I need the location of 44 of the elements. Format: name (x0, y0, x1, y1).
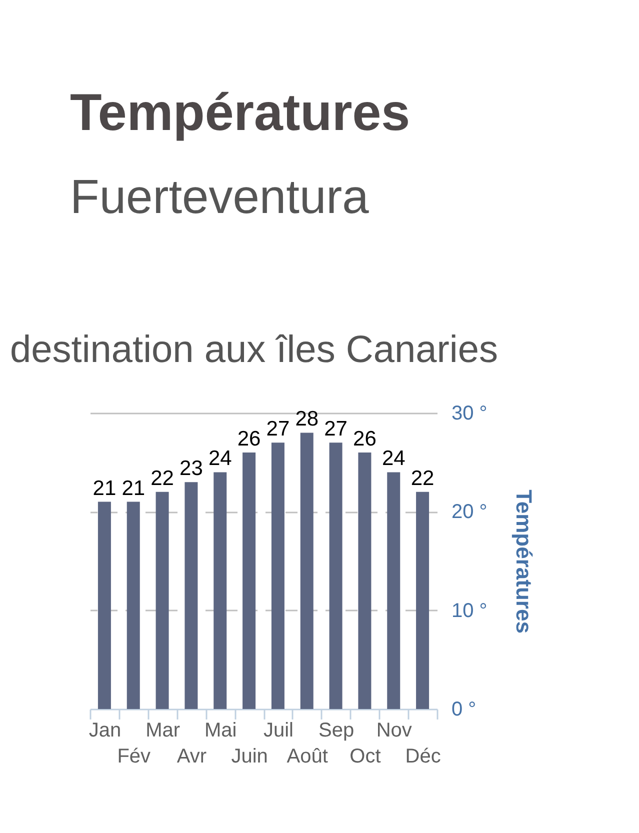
chart-subtitle: Fuerteventura (70, 171, 370, 224)
data-label: 21 (122, 476, 146, 500)
bar (271, 442, 284, 709)
data-label: 26 (237, 427, 261, 450)
y-tick-label: 10 ° (452, 600, 488, 622)
y-axis-title: Températures (511, 490, 536, 634)
data-label: 24 (382, 447, 406, 470)
x-tick-label: Jan (88, 720, 122, 742)
x-tick-label: Août (286, 746, 328, 768)
x-tick-label: Juin (231, 746, 268, 768)
bar (300, 432, 314, 709)
y-tick-label: 20 ° (452, 501, 488, 524)
bar (126, 502, 140, 709)
x-tick-label: Fév (117, 746, 151, 768)
y-tick-label: 0 ° (452, 698, 476, 720)
bar (387, 472, 400, 709)
y-tick-label: 30 ° (452, 402, 488, 424)
x-tick-label: Mai (204, 720, 237, 742)
data-label: 27 (266, 418, 290, 441)
bar (156, 492, 169, 709)
data-label: 27 (324, 418, 348, 441)
chart-title: Températures (70, 84, 410, 142)
x-tick-label: Déc (405, 746, 441, 768)
x-tick-label: Avr (176, 746, 207, 768)
x-tick-label: Juil (263, 720, 294, 742)
data-label: 22 (410, 466, 434, 490)
data-label: 28 (295, 408, 319, 431)
bar (416, 492, 430, 709)
bar (358, 452, 372, 709)
x-tick-label: Mar (146, 720, 180, 742)
bar (329, 442, 342, 709)
x-tick-label: Nov (376, 720, 412, 742)
text: destination aux îles Canaries (10, 329, 498, 371)
bar (242, 452, 256, 709)
data-label: 26 (353, 427, 376, 450)
data-label: 24 (208, 447, 232, 470)
data-label: 21 (92, 476, 116, 500)
bar (98, 502, 111, 709)
x-tick-label: Oct (350, 746, 382, 768)
x-tick-label: Sep (318, 720, 354, 742)
bar (214, 472, 227, 709)
data-label: 23 (180, 457, 203, 480)
bar (184, 482, 198, 709)
data-label: 22 (150, 466, 174, 490)
